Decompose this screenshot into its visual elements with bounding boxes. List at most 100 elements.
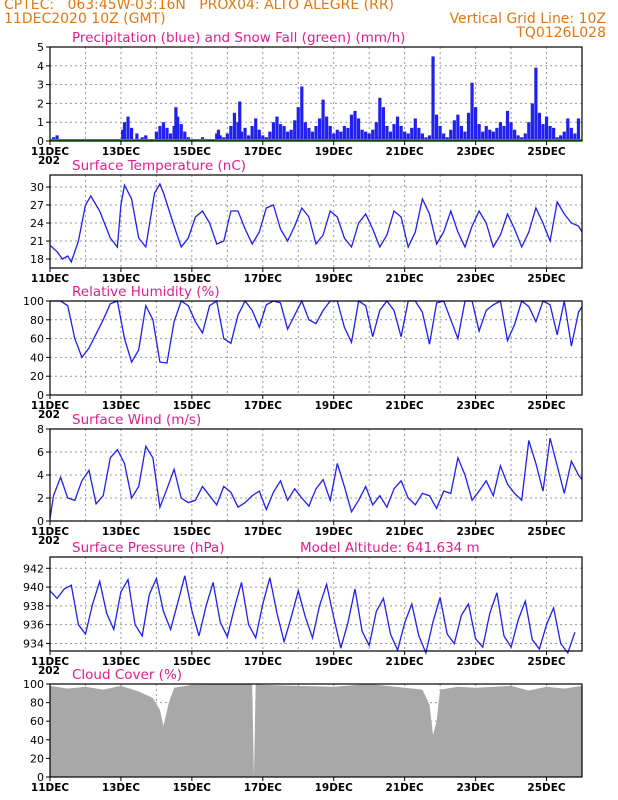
precip-bar — [371, 129, 375, 141]
series-line — [49, 182, 583, 264]
y-tick-label: 60 — [30, 333, 44, 346]
precip-bar — [367, 133, 371, 141]
precip-bar — [300, 86, 304, 141]
y-tick-label: 20 — [30, 370, 44, 383]
precip-bar — [55, 135, 59, 141]
precip-bar — [356, 118, 361, 141]
x-tick-label: 11DEC — [31, 146, 70, 158]
precip-bar — [129, 127, 134, 141]
y-tick-label: 0 — [37, 771, 44, 784]
precip-bar — [495, 127, 499, 141]
precip-bar — [218, 135, 222, 141]
precip-bar — [172, 125, 176, 141]
precip-bar — [576, 118, 581, 141]
y-tick-label: 100 — [23, 295, 44, 308]
x-tick-label: 17DEC — [244, 526, 283, 538]
y-tick-label: 0 — [37, 389, 44, 402]
precip-bar — [364, 131, 368, 141]
precip-bar — [406, 133, 410, 141]
panel-2 — [46, 299, 583, 399]
x-tick-label: 17DEC — [244, 400, 283, 412]
panel-title: Precipitation (blue) and Snow Fall (gree… — [72, 30, 405, 46]
precip-bar — [474, 107, 478, 141]
x-tick-label: 15DEC — [173, 273, 212, 285]
y-tick-label: 3 — [37, 79, 44, 92]
precip-bar — [349, 114, 354, 141]
precip-bar — [552, 127, 556, 141]
precip-bar — [314, 125, 318, 141]
precip-bar — [271, 122, 276, 141]
precip-bar — [154, 131, 158, 141]
series-line — [49, 438, 583, 519]
precip-bar — [442, 133, 446, 141]
precip-bar — [225, 133, 229, 141]
panel-frame — [49, 428, 583, 522]
precip-bar — [161, 122, 166, 141]
panel-5 — [46, 683, 583, 781]
precip-bar — [509, 122, 513, 141]
x-tick-label: 11DEC — [31, 782, 70, 794]
precip-bar — [238, 101, 242, 141]
x-tick-label: 13DEC — [102, 782, 141, 794]
header-date: 11DEC2020 10Z (GMT) — [4, 11, 166, 27]
panel-title: Surface Pressure (hPa) — [72, 540, 225, 556]
precip-bar — [353, 110, 357, 141]
precip-bar — [293, 120, 297, 141]
x-tick-label: 25DEC — [527, 400, 566, 412]
precip-bar — [325, 116, 329, 141]
x-tick-label: 21DEC — [386, 656, 425, 668]
x-tick-label: 19DEC — [315, 400, 354, 412]
precip-bar — [385, 125, 389, 141]
precip-bar — [278, 124, 283, 141]
panel-4 — [46, 556, 583, 656]
x-tick-label: 19DEC — [315, 273, 354, 285]
precip-bar — [470, 82, 474, 141]
precip-bar — [420, 133, 424, 141]
y-tick-label: 942 — [23, 562, 44, 575]
precip-bar — [360, 129, 364, 141]
precip-bar — [516, 135, 520, 141]
y-tick-label: 100 — [23, 678, 44, 691]
precip-bar — [491, 131, 495, 141]
x-tick-label: 25DEC — [527, 782, 566, 794]
precip-bar — [179, 124, 183, 141]
x-tick-label: 21DEC — [386, 782, 425, 794]
precip-bar — [275, 116, 279, 141]
precip-bar — [566, 118, 570, 141]
precip-bar — [523, 133, 527, 141]
y-tick-label: 0 — [37, 515, 44, 528]
precip-bar — [534, 67, 538, 141]
x-tick-label: 13DEC — [102, 273, 141, 285]
precip-bar — [427, 135, 432, 141]
x-tick-label: 25DEC — [527, 146, 566, 158]
precip-bar — [498, 122, 503, 141]
panel-subtitle: Model Altitude: 641.634 m — [300, 540, 480, 556]
y-tick-label: 6 — [37, 446, 44, 459]
y-tick-label: 5 — [37, 41, 44, 54]
x-tick-label: 21DEC — [386, 400, 425, 412]
precip-bar — [236, 122, 240, 141]
precip-bar — [431, 56, 435, 141]
y-tick-label: 80 — [30, 314, 44, 327]
precip-bar — [346, 127, 350, 141]
year-fragment: 202 — [38, 409, 60, 421]
x-tick-label: 13DEC — [102, 526, 141, 538]
y-tick-label: 80 — [30, 697, 44, 710]
panel-frame — [49, 46, 583, 142]
precip-bar — [544, 116, 549, 141]
x-tick-label: 17DEC — [244, 273, 283, 285]
series-line — [49, 575, 576, 656]
year-fragment: 202 — [38, 535, 60, 547]
precip-bar — [434, 114, 439, 141]
x-tick-label: 11DEC — [31, 656, 70, 668]
x-tick-label: 15DEC — [173, 146, 212, 158]
x-tick-label: 15DEC — [173, 526, 212, 538]
x-tick-label: 25DEC — [527, 526, 566, 538]
precip-bar — [417, 127, 421, 141]
series-line — [50, 299, 583, 364]
precip-bar — [374, 122, 378, 141]
y-tick-label: 4 — [37, 60, 44, 73]
precip-bar — [216, 129, 221, 141]
precip-bar — [261, 135, 265, 141]
precip-bar — [413, 118, 417, 141]
